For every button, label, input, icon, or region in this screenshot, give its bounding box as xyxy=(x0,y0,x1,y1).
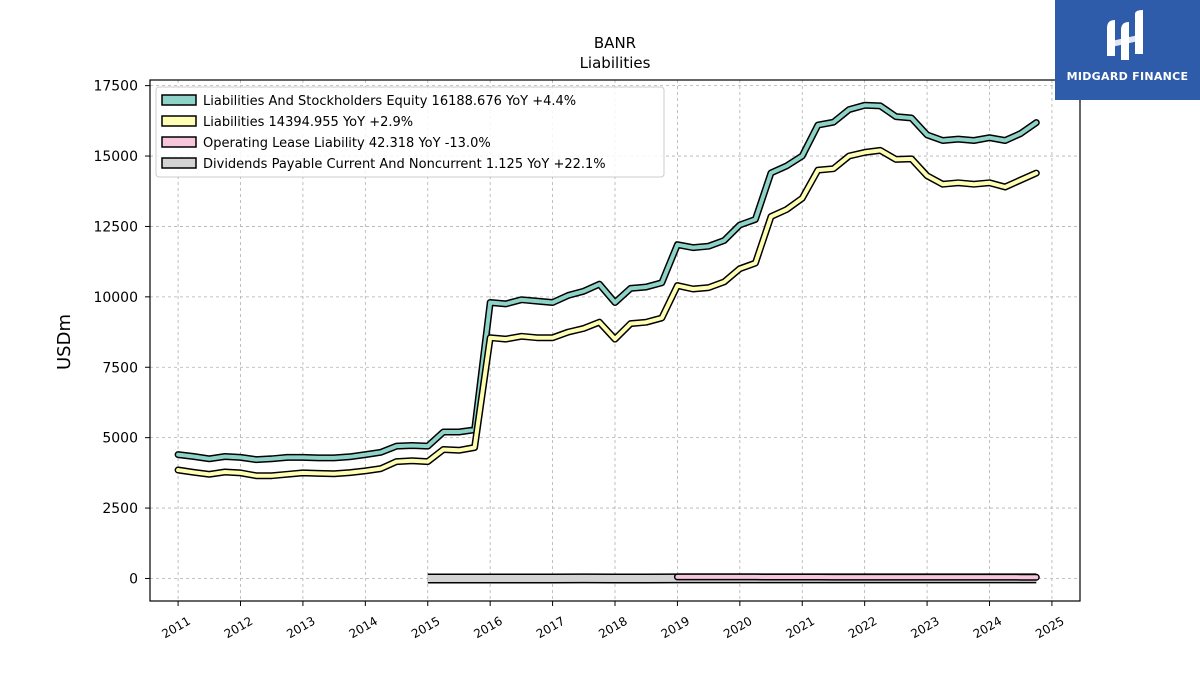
x-tick-label: 2021 xyxy=(784,614,817,641)
series-line-liabilities-and-stockholders-equity xyxy=(176,103,1039,462)
legend-label: Operating Lease Liability 42.318 YoY -13… xyxy=(203,136,491,151)
x-tick-label: 2013 xyxy=(284,614,317,641)
series-outline-liabilities xyxy=(174,146,1040,480)
y-tick-label: 2500 xyxy=(102,501,138,517)
y-tick-label: 0 xyxy=(129,571,138,587)
x-tick-label: 2018 xyxy=(596,614,629,641)
y-axis: 0 2500 5000 7500 10000 12500 15000 17500 xyxy=(93,79,150,587)
chart-title: BANR xyxy=(594,34,636,52)
x-tick-label: 2022 xyxy=(846,614,879,641)
legend-label: Liabilities 14394.955 YoY +2.9% xyxy=(203,115,413,130)
legend-label: Liabilities And Stockholders Equity 1618… xyxy=(203,94,576,109)
y-tick-label: 17500 xyxy=(93,79,138,95)
y-tick-label: 12500 xyxy=(93,219,138,235)
legend-label: Dividends Payable Current And Noncurrent… xyxy=(203,157,606,172)
x-tick-label: 2014 xyxy=(347,614,380,641)
x-tick-label: 2011 xyxy=(159,614,192,641)
chart-subtitle: Liabilities xyxy=(580,54,651,72)
series-line-liabilities xyxy=(176,148,1039,478)
x-axis: 2011 2012 2013 2014 2015 2016 2017 2018 2019 2020… xyxy=(159,601,1067,641)
brand-mark-icon xyxy=(1107,10,1143,60)
y-tick-label: 5000 xyxy=(102,431,138,447)
legend-swatch xyxy=(161,157,197,169)
y-tick-label: 10000 xyxy=(93,290,138,306)
x-tick-label: 2012 xyxy=(222,614,255,641)
x-tick-label: 2017 xyxy=(534,614,567,641)
legend-box xyxy=(155,86,665,178)
x-tick-label: 2024 xyxy=(971,614,1004,641)
x-tick-label: 2025 xyxy=(1033,614,1066,641)
legend-swatch xyxy=(161,136,197,148)
y-tick-label: 7500 xyxy=(102,360,138,376)
y-axis-label: USDm xyxy=(54,314,75,370)
y-tick-label: 15000 xyxy=(93,149,138,165)
legend-swatch xyxy=(161,94,197,106)
legend-swatch xyxy=(161,115,197,127)
brand-logo: MIDGARD FINANCE xyxy=(1055,0,1200,100)
x-tick-label: 2015 xyxy=(409,614,442,641)
x-tick-label: 2020 xyxy=(721,614,754,641)
x-tick-label: 2016 xyxy=(471,614,504,641)
brand-name: MIDGARD FINANCE xyxy=(1066,70,1189,83)
series-layer xyxy=(174,101,1040,584)
x-tick-label: 2023 xyxy=(908,614,941,641)
legend: Liabilities And Stockholders Equity 1618… xyxy=(155,86,665,178)
x-tick-label: 2019 xyxy=(659,614,692,641)
